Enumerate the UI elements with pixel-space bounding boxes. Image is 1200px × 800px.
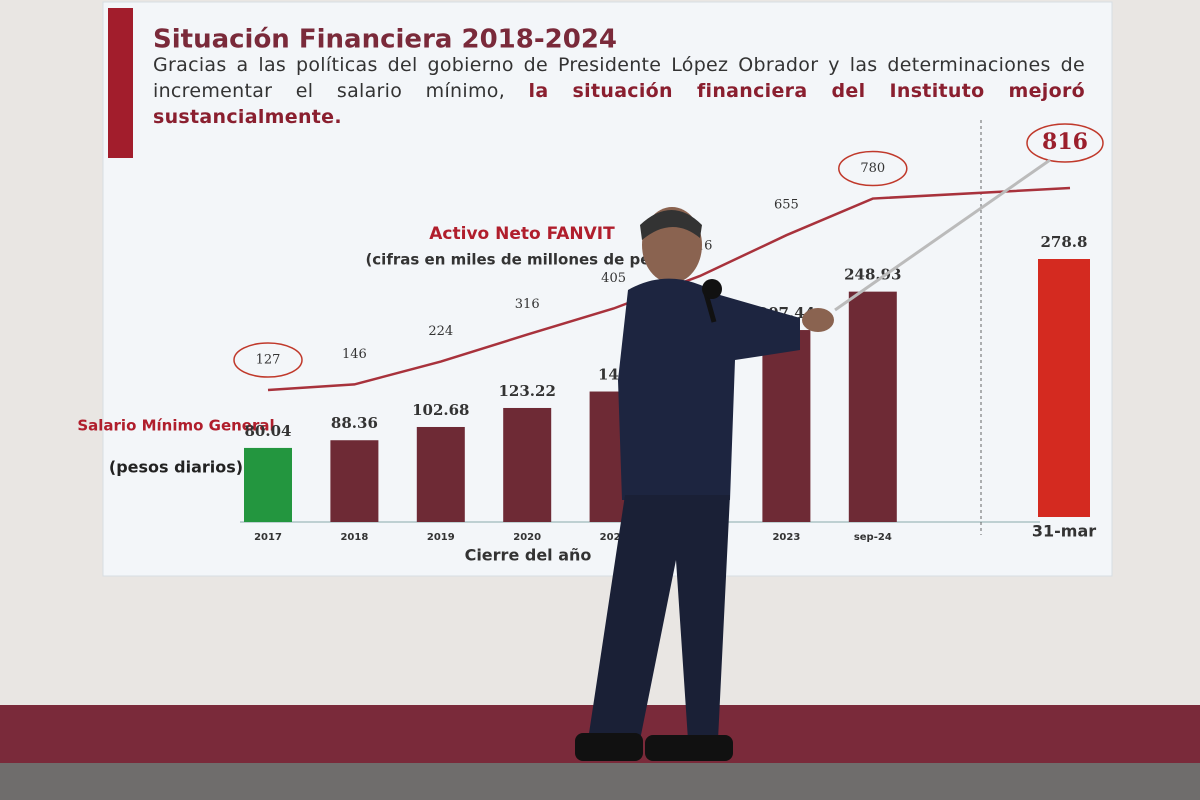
x-tick-label: 2018 [340,532,368,543]
line-value-label: 127 [256,353,281,368]
x-tick-label: 2020 [513,532,541,543]
x-tick-label: 2019 [427,532,455,543]
bar-value-label: 248.93 [844,266,901,284]
line-value-label: 405 [601,271,626,286]
x-tick-label: 2017 [254,532,282,543]
bar [244,447,292,522]
line-value-label: 780 [860,161,885,176]
bar-value-label: 123.22 [498,382,555,400]
hand [802,308,834,332]
bar [416,426,465,522]
bar [503,407,552,522]
shoe [645,735,733,761]
bar-series-note: (pesos diarios) [109,458,243,477]
x-tick-label: sep-24 [854,532,892,543]
line-value-label: 224 [428,324,453,339]
accent-bar [108,8,133,158]
person [575,158,1051,761]
x-tick-label: 31-mar [1032,522,1096,541]
line-value-label: 146 [342,347,367,362]
bar [848,291,897,522]
shoe [575,733,643,761]
x-tick-label: 2023 [772,532,800,543]
x-axis-title: Cierre del año [465,546,592,565]
bar-value-label: 80.04 [245,422,292,440]
trousers [588,495,730,740]
line-value-label: 316 [515,297,540,312]
slide-text-bold: la situación financiera del Instituto me… [153,80,1086,128]
line-value-label: 816 [1042,129,1088,155]
line [267,186,1071,392]
highlight-circle [1026,123,1104,163]
floor [0,763,1200,800]
bar-value-label: 88.36 [331,414,378,432]
x-tick-label: 2021 [600,532,628,543]
bar-value-label: 102.68 [412,401,469,419]
bar-series-name: Salario Mínimo General [77,417,274,435]
slide-text: Gracias a las políticas del gobierno de … [153,52,1085,130]
microphone-head [702,279,722,299]
bar [1038,259,1090,517]
line-series-note: (cifras en miles de millones de pesos [365,251,678,269]
bar-value-label: 278.8 [1041,233,1088,251]
jacket [618,278,800,500]
line-value-label: 655 [774,198,799,213]
hair [640,210,702,240]
bar [330,440,379,522]
slide-text-normal: Gracias a las políticas del gobierno de … [153,54,1085,102]
highlight-circle [838,150,908,187]
pointer [834,158,1051,312]
line-series-name: Activo Neto FANVIT [429,224,615,244]
slide-title: Situación Financiera 2018-2024 [153,25,617,55]
bar [762,330,811,522]
highlight-circle [233,342,303,378]
